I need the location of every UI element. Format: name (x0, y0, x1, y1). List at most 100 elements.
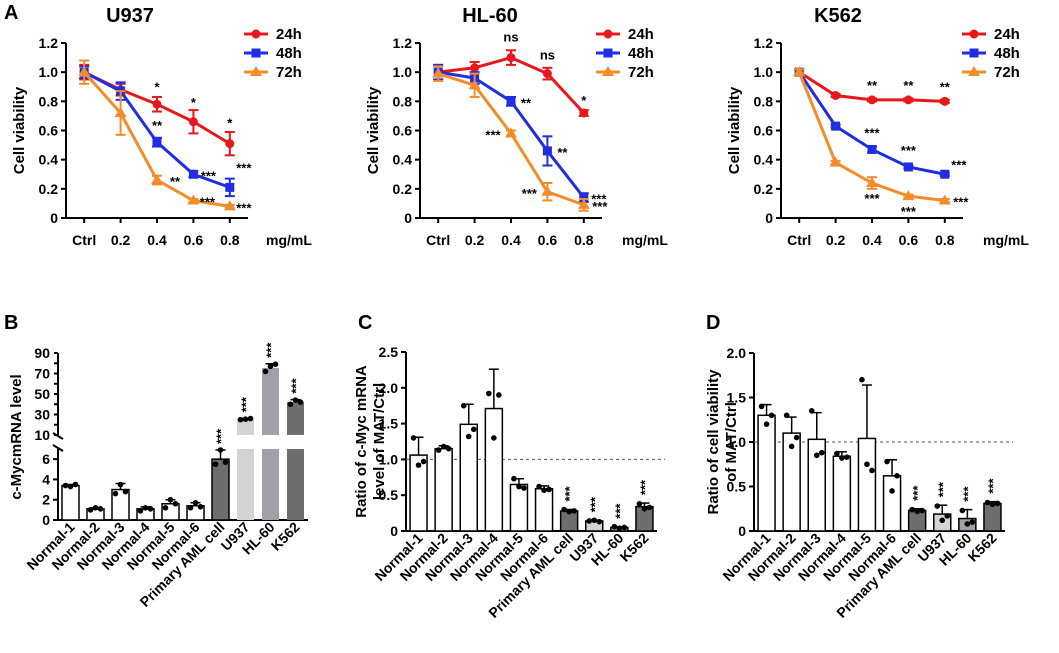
y-tick-label: 1.2 (39, 35, 59, 51)
significance-label: * (191, 95, 197, 110)
y-tick-label: 0 (738, 523, 746, 539)
significance-label: *** (910, 485, 925, 501)
x-tick-label: Ctrl (426, 232, 450, 248)
replicate-point (511, 475, 517, 482)
significance-label: ns (540, 48, 555, 63)
replicate-point (636, 500, 643, 507)
significance-label: ** (903, 78, 914, 93)
replicate-point (137, 508, 144, 514)
chart-title: K562 (814, 5, 862, 27)
replicate-point (989, 501, 996, 508)
x-tick-label: 0.8 (935, 232, 955, 248)
significance-label: ** (867, 78, 878, 93)
y-tick-label: 0.6 (393, 123, 413, 139)
replicate-point (470, 426, 477, 433)
data-point-24h (188, 117, 198, 127)
significance-label: *** (289, 378, 304, 394)
category-label: K562 (965, 530, 1000, 565)
panel-label-b: B (4, 312, 18, 334)
replicate-point (92, 505, 99, 511)
significance-label: *** (901, 143, 917, 158)
replicate-point (884, 458, 890, 465)
replicate-point (541, 487, 547, 493)
legend-marker-24h (969, 29, 979, 39)
y-axis-label: Cell viability (365, 86, 382, 174)
replicate-point (297, 399, 304, 406)
significance-label: *** (214, 428, 229, 444)
y-tick-label: 0.4 (393, 152, 413, 168)
y-tick-label: 10 (34, 427, 50, 443)
y-axis-label: Cell viability (726, 86, 743, 174)
replicate-point (616, 525, 623, 531)
legend-marker-24h (251, 29, 261, 39)
replicate-point (267, 363, 274, 370)
line-chart-k562: K562 Cell viability 0 0.2 0.4 0.6 0.8 1.0 1.2 Ctr… (726, 5, 1029, 248)
significance-label: *** (951, 157, 967, 172)
data-point-72h (577, 198, 590, 209)
legend-marker-72h (968, 66, 980, 76)
bar (434, 447, 453, 532)
significance-label: *** (864, 191, 880, 206)
replicate-point (969, 519, 976, 525)
bar (459, 423, 478, 532)
replicate-point (909, 506, 915, 513)
replicate-point (994, 500, 1001, 507)
replicate-point (67, 483, 74, 490)
y-tick-label: 1.2 (754, 35, 774, 51)
replicate-point (839, 455, 845, 461)
significance-label: *** (562, 485, 577, 501)
significance-label: *** (236, 160, 252, 175)
data-point-72h (938, 194, 951, 205)
data-point-48h (542, 146, 552, 156)
replicate-point (410, 435, 417, 441)
replicate-point (117, 481, 124, 488)
replicate-point (516, 483, 522, 490)
y-tick-label: 1.0 (39, 64, 59, 80)
significance-label: *** (985, 478, 1000, 494)
significance-label: *** (200, 195, 216, 210)
data-point-48h (579, 193, 589, 203)
bar-upper-segment (287, 402, 304, 435)
replicate-point (939, 517, 946, 524)
x-tick-label: 0.8 (574, 232, 594, 248)
data-point-72h (866, 177, 878, 187)
line-chart-hl60: HL-60 Cell viability 0 0.2 0.4 0.6 0.8 1.0 1.2 Ct… (365, 5, 668, 248)
y-tick-label: 0.2 (754, 181, 774, 197)
y-tick-label: 2 (42, 492, 50, 508)
replicate-point (172, 500, 179, 507)
significance-label: *** (264, 342, 279, 358)
data-point-72h (505, 127, 517, 138)
replicate-point (247, 415, 254, 422)
replicate-point (869, 467, 875, 474)
replicate-point (758, 403, 765, 410)
x-unit-label: mg/mL (266, 232, 312, 248)
data-point-72h (468, 79, 481, 90)
y-tick-label: 90 (34, 345, 50, 361)
replicate-point (944, 513, 951, 519)
bar (534, 488, 554, 532)
y-tick-label: 0 (390, 523, 398, 539)
data-point-72h (793, 66, 806, 77)
data-point-72h (829, 156, 842, 167)
replicate-point (621, 524, 628, 531)
replicate-point (486, 390, 492, 397)
replicate-point (292, 397, 299, 403)
replicate-point (72, 481, 79, 488)
replicate-point (934, 503, 941, 509)
significance-label: *** (591, 192, 607, 207)
data-point-72h (78, 66, 91, 77)
bar (509, 483, 529, 532)
replicate-point (440, 443, 447, 450)
data-point-72h (114, 107, 127, 117)
data-point-48h (152, 137, 162, 147)
y-tick-label: 1.5 (379, 416, 399, 432)
significance-label: * (581, 93, 587, 108)
replicate-point (460, 402, 467, 409)
replicate-point (62, 482, 69, 489)
significance-label: ** (940, 79, 951, 94)
replicate-point (596, 518, 603, 525)
bar-upper-segment (262, 367, 279, 435)
bar (857, 437, 877, 532)
legend-label-24h: 24h (276, 26, 302, 43)
significance-label: *** (587, 496, 602, 512)
